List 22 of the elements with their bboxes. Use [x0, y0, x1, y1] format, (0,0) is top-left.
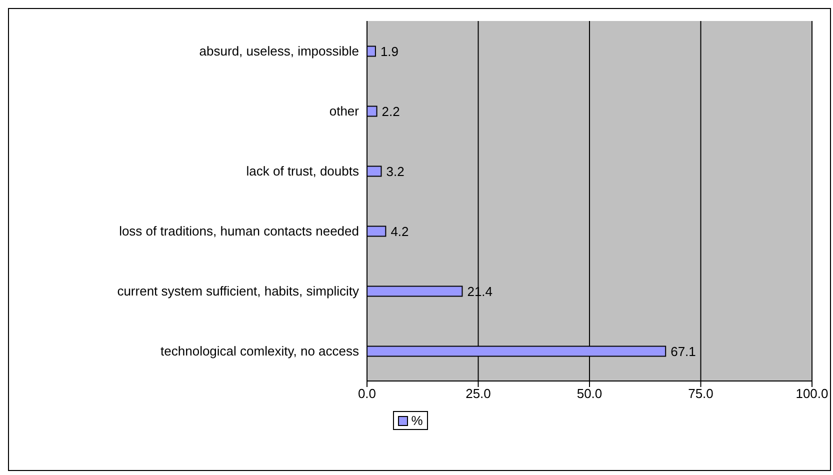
y-tick-label: lack of trust, doubts: [246, 164, 360, 179]
x-tick-label: 0.0: [358, 386, 376, 402]
x-tick-label: 75.0: [688, 386, 714, 402]
y-tick-label: absurd, useless, impossible: [199, 44, 359, 59]
bar: [367, 226, 386, 237]
bar: [367, 106, 378, 117]
data-label: 3.2: [386, 164, 404, 179]
x-tick-label: 50.0: [576, 386, 602, 402]
legend-label: %: [411, 413, 423, 428]
x-tick-label: 100.0: [796, 386, 828, 402]
y-tick-label: current system sufficient, habits, simplicity: [117, 284, 360, 299]
y-tick-label: loss of traditions, human contacts needed: [119, 224, 359, 239]
data-label: 67.1: [670, 344, 696, 359]
x-tick-label: 25.0: [466, 386, 491, 402]
y-tick-label: other: [329, 104, 360, 119]
y-tick-label: technological comlexity, no access: [160, 344, 360, 359]
data-label: 2.2: [382, 104, 400, 119]
bar: [367, 286, 463, 297]
bar: [367, 166, 382, 177]
data-label: 4.2: [390, 224, 409, 239]
data-label: 1.9: [380, 44, 399, 59]
bar: [367, 46, 376, 57]
